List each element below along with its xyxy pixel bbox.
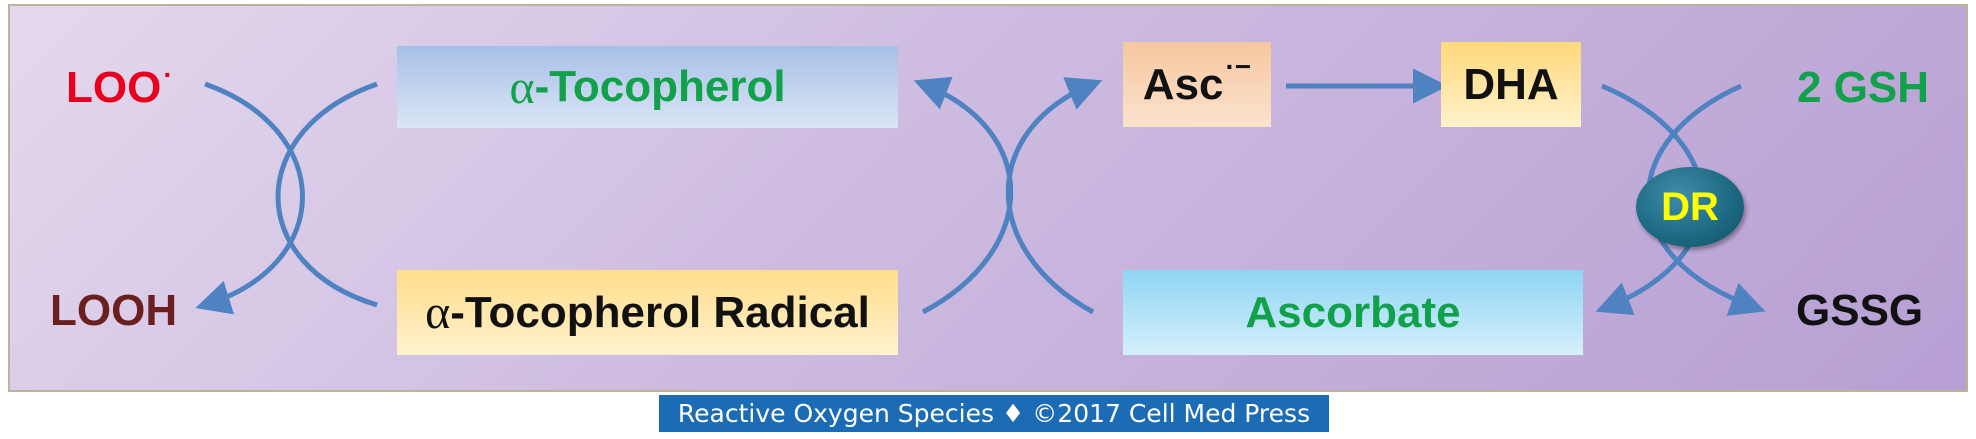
footer-credit: Reactive Oxygen Species ♦ ©2017 Cell Med… <box>659 395 1329 432</box>
asc-radical-box: Asc ·− <box>1123 42 1271 127</box>
enzyme-label: DR <box>1661 185 1719 230</box>
dehydroascorbate-reductase-badge: DR <box>1636 167 1744 247</box>
radical-anion-mark: ·− <box>1226 51 1252 83</box>
dha-box: DHA <box>1441 42 1581 127</box>
gsh-label: 2 GSH <box>1797 66 1929 110</box>
ascorbate-text: Ascorbate <box>1245 288 1460 338</box>
looh-label: LOOH <box>50 289 177 333</box>
radical-dot: · <box>163 59 172 90</box>
tocopherol-radical-box: α -Tocopherol Radical <box>397 270 898 355</box>
arrow-loo-to-looh <box>205 84 303 305</box>
tocopherol-text: -Tocopherol <box>535 62 786 112</box>
loo-text: LOO <box>66 63 161 112</box>
arrow-ascorbate-to-asc-radical <box>1008 84 1093 312</box>
loo-radical-label: LOO· <box>66 66 173 110</box>
arrow-tocopherol-to-radical <box>278 84 377 305</box>
arrow-radical-to-tocopherol <box>923 84 1011 312</box>
asc-text: Asc <box>1143 60 1224 110</box>
ascorbate-box: Ascorbate <box>1123 270 1583 355</box>
gssg-label: GSSG <box>1796 289 1923 333</box>
tocopherol-radical-text: -Tocopherol Radical <box>450 288 870 338</box>
alpha-symbol: α <box>425 285 450 340</box>
alpha-symbol: α <box>509 60 534 115</box>
tocopherol-box: α -Tocopherol <box>397 46 898 128</box>
dha-text: DHA <box>1463 60 1558 110</box>
